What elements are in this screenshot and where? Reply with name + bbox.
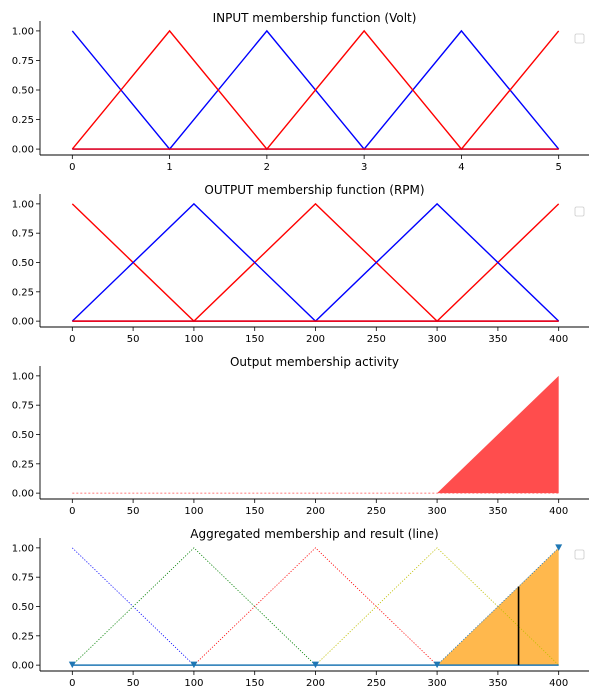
chart-title: Output membership activity: [230, 355, 399, 369]
legend-box: [574, 549, 585, 560]
y-tick-label: 1.00: [12, 199, 34, 210]
x-tick-label: 350: [488, 678, 507, 689]
marker-point: [555, 544, 563, 551]
series-line-3: [193, 547, 438, 666]
y-tick-label: 0.75: [12, 573, 34, 584]
legend-box: [574, 33, 585, 44]
x-tick-label: 100: [184, 506, 203, 517]
y-tick-label: 0.25: [12, 459, 34, 470]
x-tick-label: 200: [306, 334, 325, 345]
y-tick-label: 0.00: [12, 661, 34, 672]
x-tick-label: 300: [428, 678, 447, 689]
x-tick-label: 3: [361, 162, 367, 173]
x-tick-label: 350: [488, 334, 507, 345]
y-tick-label: 0.75: [12, 56, 34, 67]
y-tick-label: 0.50: [12, 86, 34, 97]
x-tick-label: 300: [428, 506, 447, 517]
marker-point: [433, 661, 441, 669]
x-tick-label: 250: [367, 334, 386, 345]
series-line-5: [436, 547, 559, 666]
fill-area-1: [437, 375, 559, 494]
x-tick-label: 100: [184, 678, 203, 689]
chart-panel-2: OUTPUT membership function (RPM) 0.00 0.25…: [12, 183, 589, 345]
x-tick-label: 100: [184, 334, 203, 345]
chart-title: INPUT membership function (Volt): [213, 11, 417, 25]
chart-panel-3: Output membership activity 0.00 0.25 0.50 0.…: [12, 355, 589, 517]
y-tick-label: 0.00: [12, 489, 34, 500]
x-tick-label: 400: [549, 678, 568, 689]
x-tick-label: 150: [245, 334, 264, 345]
x-tick-label: 150: [245, 506, 264, 517]
series-line-2: [71, 202, 560, 323]
x-tick-label: 50: [127, 678, 140, 689]
marker-point: [68, 661, 76, 669]
y-tick-label: 0.50: [12, 258, 34, 269]
series-line-4: [315, 547, 559, 666]
series-line-1: [71, 202, 560, 323]
x-tick-label: 400: [549, 506, 568, 517]
y-tick-label: 0.00: [12, 317, 34, 328]
legend-box: [574, 206, 585, 217]
y-tick-label: 0.75: [12, 229, 34, 240]
x-tick-label: 250: [367, 678, 386, 689]
y-tick-label: 0.75: [12, 401, 34, 412]
x-tick-label: 200: [306, 506, 325, 517]
chart-title: Aggregated membership and result (line): [190, 527, 438, 541]
x-tick-label: 200: [306, 678, 325, 689]
chart-panel-4: Aggregated membership and result (line) 0…: [12, 527, 589, 689]
x-tick-label: 150: [245, 678, 264, 689]
x-tick-label: 50: [127, 334, 140, 345]
x-tick-label: 1: [166, 162, 172, 173]
chart-panel-1: INPUT membership function (Volt) 0.00 0.25…: [12, 11, 589, 173]
marker-point: [312, 661, 319, 669]
y-tick-label: 0.00: [12, 145, 34, 156]
x-tick-label: 250: [367, 506, 386, 517]
x-tick-label: 0: [69, 162, 75, 173]
x-tick-label: 2: [264, 162, 270, 173]
x-tick-label: 0: [69, 506, 75, 517]
y-tick-label: 1.00: [12, 26, 34, 37]
x-tick-label: 400: [549, 334, 568, 345]
x-tick-label: 0: [69, 334, 75, 345]
y-tick-label: 0.50: [12, 430, 34, 441]
x-tick-label: 5: [555, 162, 561, 173]
x-tick-label: 0: [69, 678, 75, 689]
series-line-2: [71, 29, 560, 151]
y-tick-label: 0.25: [12, 287, 34, 298]
y-tick-label: 0.25: [12, 115, 34, 126]
x-tick-label: 50: [127, 506, 140, 517]
marker-point: [190, 661, 198, 669]
y-tick-label: 0.50: [12, 602, 34, 613]
y-tick-label: 1.00: [12, 543, 34, 554]
x-tick-label: 350: [488, 506, 507, 517]
y-tick-label: 0.25: [12, 631, 34, 642]
x-tick-label: 4: [458, 162, 464, 173]
chart-title: OUTPUT membership function (RPM): [204, 183, 424, 197]
y-tick-label: 1.00: [12, 371, 34, 382]
x-tick-label: 300: [428, 334, 447, 345]
series-line-2: [72, 547, 316, 666]
